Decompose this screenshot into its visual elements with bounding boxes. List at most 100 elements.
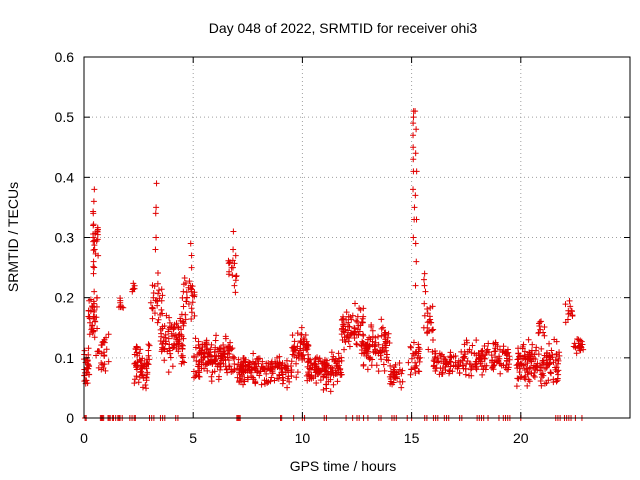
- y-tick-label: 0.4: [55, 169, 75, 185]
- data-point: [524, 369, 531, 376]
- data-point: [93, 352, 100, 359]
- data-point: [466, 372, 473, 379]
- data-point: [320, 386, 327, 393]
- data-point: [95, 252, 102, 259]
- data-point: [479, 371, 486, 378]
- data-point: [340, 315, 347, 322]
- data-point: [144, 360, 151, 367]
- data-point: [146, 356, 153, 363]
- data-point: [537, 378, 544, 385]
- data-point: [165, 328, 172, 335]
- data-point: [553, 338, 560, 345]
- data-point: [158, 286, 165, 293]
- data-point: [229, 353, 236, 360]
- data-point: [250, 350, 257, 357]
- data-point: [267, 366, 274, 373]
- data-point: [537, 367, 544, 374]
- data-point: [87, 296, 94, 303]
- data-point: [348, 316, 355, 323]
- data-point: [409, 350, 416, 357]
- data-point: [359, 315, 366, 322]
- y-tick-label: 0.6: [55, 49, 75, 65]
- data-point: [160, 345, 167, 352]
- data-point: [538, 382, 545, 389]
- data-point: [226, 343, 233, 350]
- data-point: [375, 341, 382, 348]
- data-point: [194, 351, 201, 358]
- data-point: [416, 355, 423, 362]
- data-point: [485, 340, 492, 347]
- data-point: [170, 325, 177, 332]
- data-point: [154, 280, 161, 287]
- data-point: [131, 282, 138, 289]
- data-point: [386, 373, 393, 380]
- data-point: [230, 246, 237, 253]
- data-point: [222, 363, 229, 370]
- data-point: [203, 346, 210, 353]
- data-point: [222, 335, 229, 342]
- data-point: [159, 310, 166, 317]
- data-point: [360, 350, 367, 357]
- data-point: [416, 368, 423, 375]
- data-point: [548, 347, 555, 354]
- data-point: [327, 376, 334, 383]
- data-point: [153, 180, 160, 187]
- data-point: [520, 341, 527, 348]
- data-point: [468, 349, 475, 356]
- data-point: [155, 316, 162, 323]
- data-point: [392, 361, 399, 368]
- data-point: [298, 324, 305, 331]
- data-point: [459, 362, 466, 369]
- data-point: [274, 354, 281, 361]
- data-point: [545, 377, 552, 384]
- data-point: [103, 346, 110, 353]
- data-point: [293, 360, 300, 367]
- y-tick-label: 0.3: [55, 230, 75, 246]
- data-point: [256, 355, 263, 362]
- data-point: [91, 264, 98, 271]
- data-point: [232, 289, 239, 296]
- data-point: [291, 338, 298, 345]
- data-point: [148, 305, 155, 312]
- data-point: [133, 344, 140, 351]
- data-point: [83, 369, 90, 376]
- data-point: [385, 357, 392, 364]
- data-point: [305, 355, 312, 362]
- data-point: [209, 359, 216, 366]
- data-point: [526, 351, 533, 358]
- data-point: [213, 332, 220, 339]
- data-point: [146, 342, 153, 349]
- data-point: [225, 357, 232, 364]
- data-point: [135, 379, 142, 386]
- data-point: [366, 334, 373, 341]
- data-point: [208, 356, 215, 363]
- data-point: [428, 327, 435, 334]
- data-point: [407, 344, 414, 351]
- data-point: [496, 353, 503, 360]
- data-point: [101, 339, 108, 346]
- data-point: [85, 345, 92, 352]
- data-point: [102, 367, 109, 374]
- data-point: [242, 367, 249, 374]
- data-point: [467, 366, 474, 373]
- data-point: [352, 329, 359, 335]
- data-point: [217, 366, 224, 373]
- data-point: [180, 288, 187, 295]
- data-point: [525, 376, 532, 383]
- data-point: [152, 210, 159, 217]
- data-point: [315, 371, 322, 378]
- data-point: [89, 329, 96, 336]
- data-point: [555, 357, 562, 364]
- data-point: [483, 349, 490, 356]
- data-point: [189, 299, 196, 306]
- x-tick-label: 5: [189, 430, 197, 446]
- data-point: [143, 365, 150, 372]
- data-point: [232, 277, 239, 284]
- data-point: [521, 348, 528, 355]
- data-point: [178, 360, 185, 367]
- data-point: [193, 357, 200, 364]
- data-point: [136, 356, 143, 363]
- data-point: [133, 366, 140, 373]
- data-point: [291, 346, 298, 353]
- data-point: [499, 349, 506, 356]
